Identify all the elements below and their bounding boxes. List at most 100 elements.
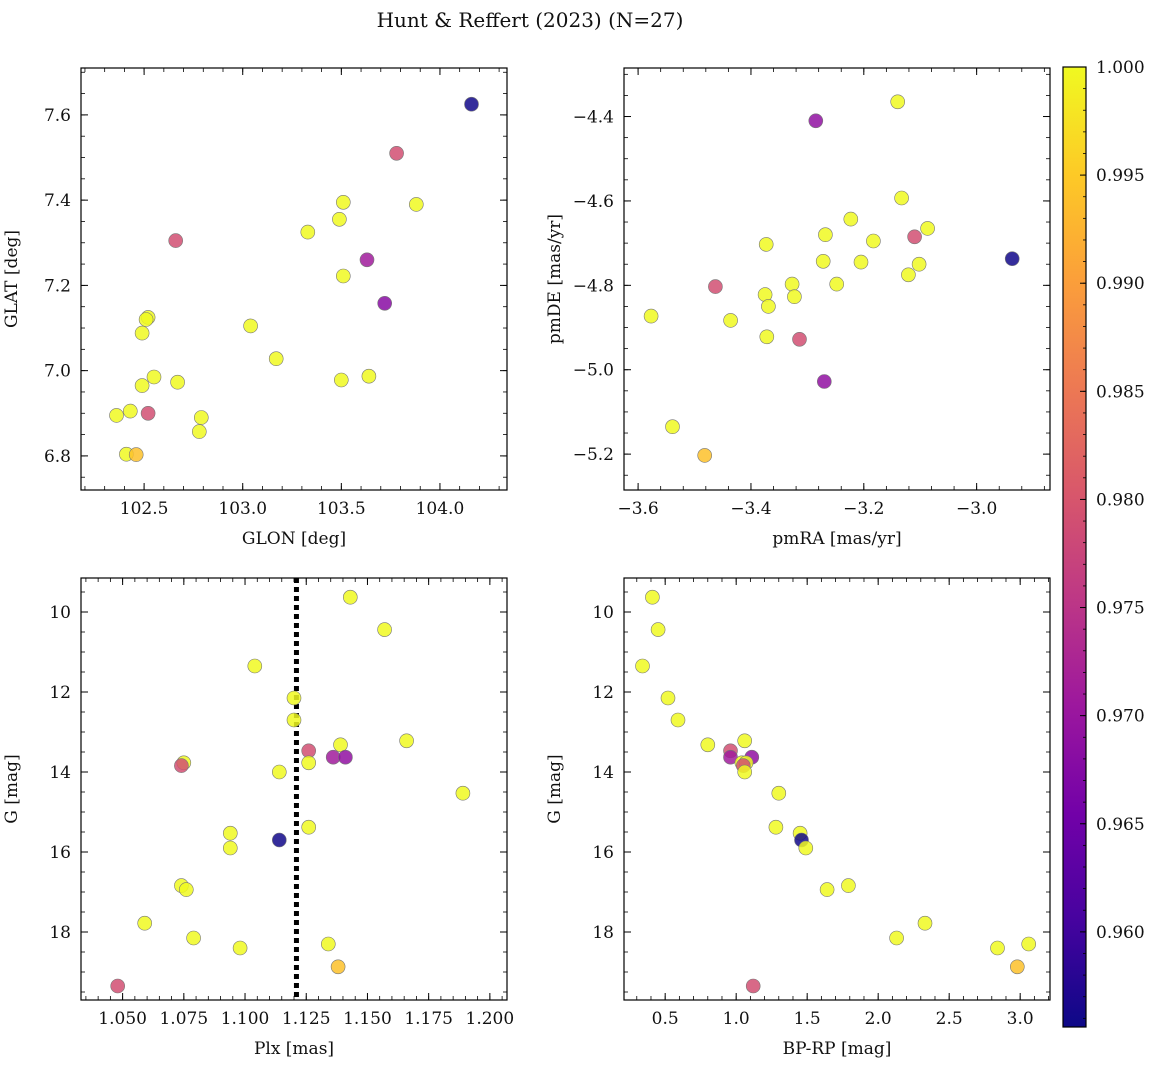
x-axis-label: BP-RP [mag] — [783, 1039, 892, 1059]
y-axis-label: pmDE [mas/yr] — [545, 214, 565, 344]
data-point — [708, 279, 723, 294]
x-tick-label: 102.5 — [120, 499, 169, 519]
axes-frame — [623, 67, 1051, 491]
data-point — [866, 233, 881, 249]
data-point — [907, 229, 922, 245]
data-point — [1009, 959, 1025, 975]
y-axis-label: GLAT [deg] — [2, 230, 22, 328]
x-tick-label: 1.200 — [466, 1009, 515, 1029]
y-tick-label: −4.6 — [573, 192, 614, 212]
y-axis-label: G [mag] — [2, 754, 22, 823]
colorbar-tick-label: 0.970 — [1096, 707, 1145, 727]
data-point — [1021, 936, 1036, 952]
axes-frame — [623, 577, 1051, 1001]
x-tick-label: 1.125 — [282, 1009, 331, 1029]
x-tick-label: −3.2 — [843, 499, 884, 519]
x-tick-label: 1.150 — [343, 1009, 392, 1029]
x-tick-label: −3.6 — [617, 499, 658, 519]
data-point — [320, 936, 336, 952]
axes-frame — [80, 67, 508, 491]
data-point — [377, 295, 393, 311]
data-point — [408, 197, 424, 212]
data-point — [818, 227, 833, 242]
data-point — [829, 276, 845, 292]
data-point — [146, 369, 162, 385]
data-point — [268, 351, 284, 367]
data-point — [798, 840, 814, 856]
data-point — [990, 940, 1005, 956]
data-point — [128, 447, 144, 462]
data-point — [174, 758, 189, 773]
y-tick-label: −5.0 — [573, 361, 614, 381]
data-point — [330, 959, 346, 975]
data-point — [660, 690, 676, 706]
x-tick-label: 103.0 — [218, 499, 267, 519]
x-axis-label: Plx [mas] — [254, 1039, 334, 1059]
data-point — [723, 313, 738, 328]
data-point — [333, 737, 348, 753]
data-point — [179, 882, 194, 897]
x-tick-label: 1.0 — [723, 1009, 750, 1029]
data-point — [768, 819, 784, 835]
data-point — [271, 764, 287, 780]
data-point — [758, 237, 774, 252]
scatter-points — [109, 96, 479, 462]
data-point — [110, 978, 125, 994]
y-tick-label: 12 — [49, 683, 71, 703]
data-point — [464, 96, 479, 112]
x-tick-label: −3.0 — [956, 499, 997, 519]
data-point — [301, 755, 317, 771]
y-tick-label: 7.2 — [44, 276, 71, 296]
x-tick-label: 2.0 — [865, 1009, 892, 1029]
figure-title: Hunt & Reffert (2023) (N=27) — [377, 8, 684, 32]
colorbar: 0.960 0.965 0.970 0.975 0.980 0.985 0.990 0.995… — [1062, 58, 1145, 1028]
panel-sky-position: 102.5 103.0 103.5 104.0 6.8 7.0 7.2 7.4 7.6 GLON … — [2, 67, 508, 549]
data-point — [784, 276, 800, 292]
data-point — [635, 658, 650, 674]
y-tick-label: 7.4 — [44, 191, 71, 211]
data-point — [342, 589, 358, 605]
data-point — [140, 405, 156, 421]
x-axis-label: GLON [deg] — [242, 529, 346, 549]
colorbar-tick-label: 0.965 — [1096, 815, 1145, 835]
data-point — [109, 408, 124, 423]
data-point — [917, 915, 933, 931]
data-point — [700, 737, 716, 753]
data-point — [737, 764, 753, 780]
y-tick-label: 10 — [49, 603, 71, 623]
data-point — [843, 211, 859, 227]
colorbar-tick-label: 0.960 — [1096, 923, 1145, 943]
x-tick-label: 104.0 — [416, 499, 465, 519]
data-point — [399, 733, 414, 749]
data-point — [335, 268, 351, 284]
y-tick-label: −4.4 — [573, 108, 614, 128]
data-point — [815, 253, 831, 269]
data-point — [192, 424, 207, 439]
data-point — [194, 410, 209, 425]
data-point — [745, 978, 761, 994]
data-point — [359, 252, 375, 268]
data-point — [301, 819, 317, 835]
colorbar-tick-label: 0.985 — [1096, 382, 1145, 402]
data-point — [853, 254, 869, 270]
data-point — [808, 113, 824, 129]
data-point — [665, 419, 680, 435]
data-point — [650, 622, 666, 637]
data-point — [816, 374, 832, 389]
data-point — [247, 658, 263, 674]
data-point — [335, 195, 351, 210]
data-point — [894, 190, 909, 206]
data-point — [901, 267, 916, 283]
colorbar-tick-label: 0.990 — [1096, 274, 1145, 294]
data-point — [841, 878, 856, 893]
y-tick-label: 10 — [592, 603, 614, 623]
data-point — [792, 331, 807, 347]
data-point — [670, 712, 686, 728]
x-tick-label: 1.175 — [404, 1009, 453, 1029]
colorbar-tick-label: 1.000 — [1096, 58, 1145, 78]
y-tick-label: 16 — [592, 843, 614, 863]
data-point — [223, 840, 238, 856]
y-tick-label: −4.8 — [573, 276, 614, 296]
data-point — [300, 224, 316, 240]
y-tick-label: −5.2 — [573, 445, 614, 465]
